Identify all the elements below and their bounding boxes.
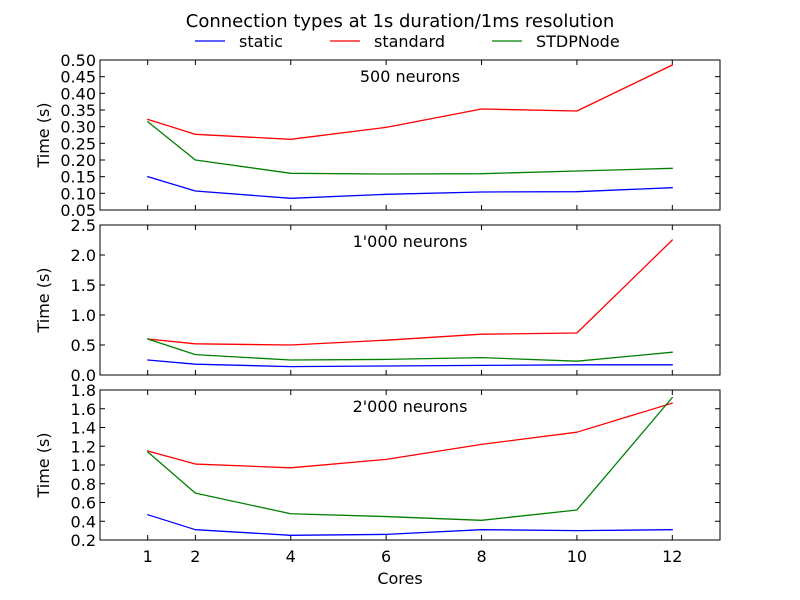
panel-3-ytick-label-4: 1.0	[71, 456, 96, 475]
panel-1-ytick-label-6: 0.35	[60, 101, 96, 120]
panel-1-ytick-label-8: 0.45	[60, 68, 96, 87]
x-axis-label: Cores	[377, 569, 422, 588]
panel-2-ytick-label-0: 0.0	[71, 366, 96, 385]
panel-3-xtick-label-5: 10	[567, 547, 587, 566]
panel-3-ytick-label-6: 1.4	[71, 419, 96, 438]
panel-3-ytick-label-7: 1.6	[71, 400, 96, 419]
chart-title: Connection types at 1s duration/1ms reso…	[186, 11, 615, 32]
panel-2-series-static	[147, 359, 673, 368]
panel-2-ylabel: Time (s)	[34, 267, 53, 333]
panel-1-series-standard	[147, 64, 673, 140]
panel-1-ytick-label-5: 0.30	[60, 118, 96, 137]
panel-3-subtitle: 2'000 neurons	[353, 397, 468, 416]
panel-3-ytick-label-0: 0.2	[71, 531, 96, 550]
panel-3-xtick-label-1: 2	[190, 547, 200, 566]
panel-1-ytick-label-7: 0.40	[60, 84, 96, 103]
panel-3-xtick-label-2: 4	[286, 547, 296, 566]
legend: static standard STDPNode	[195, 32, 620, 51]
panel-2-ytick-label-2: 1.0	[71, 306, 96, 325]
panel-1-ytick-label-4: 0.25	[60, 134, 96, 153]
panel-3-series-stdpnode	[147, 396, 673, 521]
panel-2-ytick-label-3: 1.5	[71, 276, 96, 295]
panel-1-series-static	[147, 176, 673, 199]
panel-2-ytick-label-4: 2.0	[71, 246, 96, 265]
panel-3-ylabel: Time (s)	[34, 432, 53, 498]
legend-label-stdpnode: STDPNode	[536, 32, 620, 51]
panel-2-ytick-label-1: 0.5	[71, 336, 96, 355]
panel-1-ytick-label-3: 0.20	[60, 151, 96, 170]
panel-1-ylabel: Time (s)	[34, 102, 53, 168]
panel-3: 0.20.40.60.81.01.21.41.61.81 2 4 6 8 10 12Time…	[34, 381, 721, 588]
panel-3-xtick-label-0: 1	[143, 547, 153, 566]
panel-3-xtick-label-4: 8	[476, 547, 486, 566]
panel-2-frame	[99, 224, 721, 376]
panel-3-xtick-label-6: 12	[662, 547, 682, 566]
panel-2-subtitle: 1'000 neurons	[353, 232, 468, 251]
panel-1-subtitle: 500 neurons	[360, 67, 460, 86]
panel-2-series-stdpnode	[147, 338, 673, 362]
panel-1-series-stdpnode	[147, 121, 673, 175]
chart-panels: 0.050.100.150.200.250.300.350.400.450.50…	[34, 51, 721, 588]
panel-2-series-standard	[147, 239, 673, 346]
panel-3-ytick-label-8: 1.8	[71, 381, 96, 400]
panel-2-ytick-label-5: 2.5	[71, 216, 96, 235]
panel-1-ytick-label-0: 0.05	[60, 201, 96, 220]
panel-1-frame	[99, 59, 721, 211]
panel-2: 0.0 0.5 1.0 1.5 2.0 2.5 Time (s) 1'000 neurons	[34, 216, 721, 385]
panel-3-series-standard	[147, 402, 673, 469]
legend-label-static: static	[239, 32, 283, 51]
panel-1-ytick-label-1: 0.10	[60, 184, 96, 203]
panel-3-xtick-label-3: 6	[381, 547, 391, 566]
panel-1: 0.050.100.150.200.250.300.350.400.450.50…	[34, 51, 721, 220]
legend-label-standard: standard	[374, 32, 445, 51]
panel-3-ytick-label-1: 0.4	[71, 512, 96, 531]
panel-3-series-static	[147, 514, 673, 536]
panel-3-ytick-label-2: 0.6	[71, 494, 96, 513]
panel-3-ytick-label-5: 1.2	[71, 437, 96, 456]
panel-1-ytick-label-2: 0.15	[60, 168, 96, 187]
panel-1-ytick-label-9: 0.50	[60, 51, 96, 70]
panel-3-ytick-label-3: 0.8	[71, 475, 96, 494]
